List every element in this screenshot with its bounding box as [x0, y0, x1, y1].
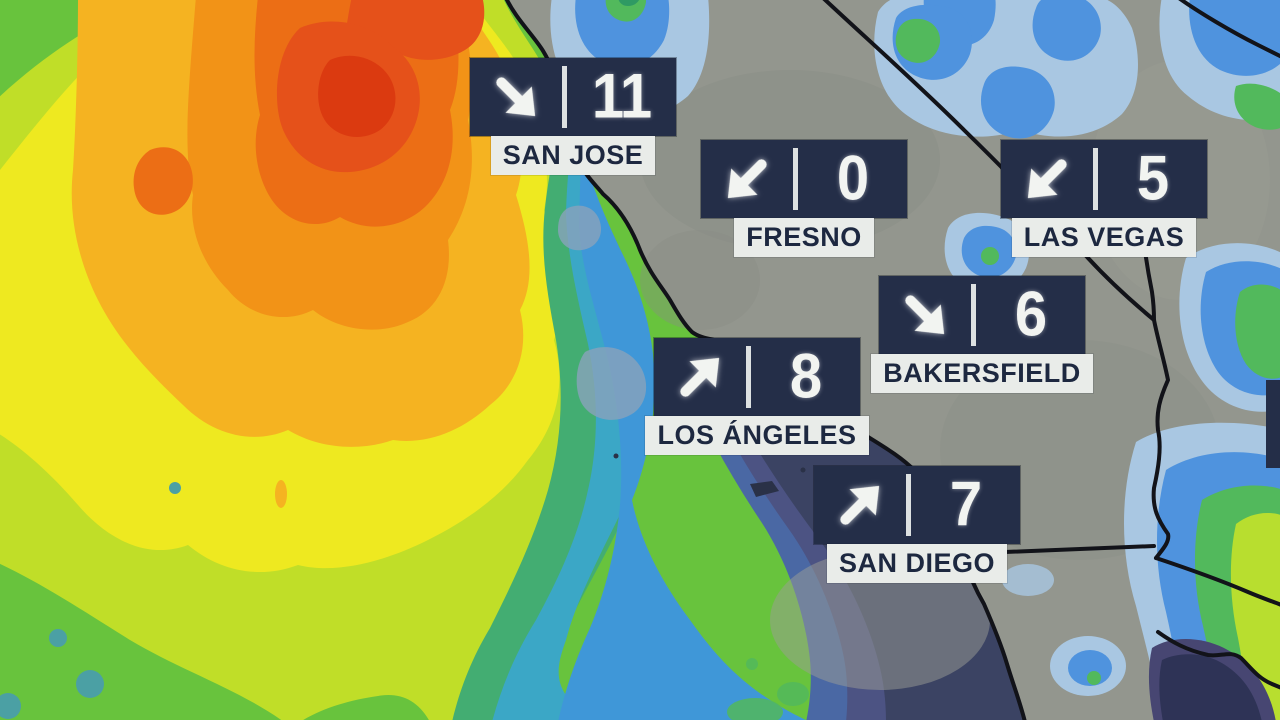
- city-label: BAKERSFIELD: [871, 354, 1093, 393]
- badge-divider: [971, 284, 976, 346]
- station-las-vegas: 5 LAS VEGAS: [1001, 140, 1207, 257]
- badge-divider: [1093, 148, 1098, 210]
- city-label: SAN DIEGO: [826, 544, 1008, 583]
- wind-badge: 0: [701, 140, 907, 218]
- wind-direction-arrow-icon: [701, 140, 793, 218]
- city-label: FRESNO: [734, 218, 874, 257]
- coastal-gray-blue-patch: [558, 205, 647, 420]
- wind-value: 5: [1136, 143, 1169, 214]
- badge-divider: [793, 148, 798, 210]
- wind-direction-arrow-icon: [470, 58, 562, 136]
- wind-badge: 11: [470, 58, 676, 136]
- offshore-rain-cells: [727, 658, 809, 720]
- wind-value: 11: [591, 61, 652, 132]
- wind-badge: 6: [879, 276, 1085, 354]
- wind-value: 7: [949, 469, 982, 540]
- city-label: LOS ÁNGELES: [645, 416, 869, 455]
- wind-value: 6: [1014, 279, 1047, 350]
- wind-value: 0: [836, 143, 869, 214]
- city-label: LAS VEGAS: [1011, 218, 1197, 257]
- badge-divider: [906, 474, 911, 536]
- station-san-jose: 11 SAN JOSE: [470, 58, 676, 175]
- gulf-coastline: [1156, 630, 1280, 690]
- partial-station-badge: [1266, 380, 1280, 468]
- city-label: SAN JOSE: [490, 136, 656, 175]
- badge-divider: [746, 346, 751, 408]
- station-los-angeles: 8 LOS ÁNGELES: [645, 338, 869, 455]
- station-san-diego: 7 SAN DIEGO: [814, 466, 1020, 583]
- wind-direction-arrow-icon: [654, 338, 746, 416]
- precip-navy-core: [618, 0, 1262, 720]
- station-fresno: 0 FRESNO: [701, 140, 907, 257]
- wind-badge: 5: [1001, 140, 1207, 218]
- wind-badge: 8: [654, 338, 860, 416]
- wind-direction-arrow-icon: [879, 276, 971, 354]
- station-bakersfield: 6 BAKERSFIELD: [871, 276, 1093, 393]
- wind-badge: 7: [814, 466, 1020, 544]
- badge-divider: [562, 66, 567, 128]
- channel-islands: [613, 453, 806, 497]
- wind-direction-arrow-icon: [1001, 140, 1093, 218]
- colorado-river-north: [1178, 0, 1280, 59]
- colorado-river-border: [1139, 216, 1171, 560]
- coastal-blue-band: [558, 152, 806, 720]
- ocean-dark-red-core: [318, 55, 396, 137]
- ocean-teal-spots: [0, 482, 181, 719]
- wind-direction-arrow-icon: [814, 466, 906, 544]
- az-mexico-border: [1154, 556, 1280, 607]
- wind-value: 8: [789, 341, 822, 412]
